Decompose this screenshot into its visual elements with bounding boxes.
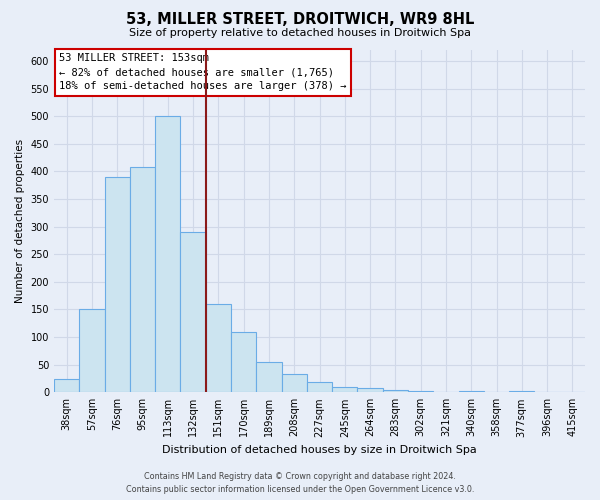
Y-axis label: Number of detached properties: Number of detached properties: [15, 139, 25, 303]
Bar: [358, 388, 383, 392]
Bar: [231, 332, 256, 392]
Bar: [408, 390, 433, 392]
Text: Contains HM Land Registry data © Crown copyright and database right 2024.
Contai: Contains HM Land Registry data © Crown c…: [126, 472, 474, 494]
Text: 53 MILLER STREET: 153sqm
← 82% of detached houses are smaller (1,765)
18% of sem: 53 MILLER STREET: 153sqm ← 82% of detach…: [59, 54, 347, 92]
Bar: [458, 391, 484, 392]
Bar: [104, 177, 130, 392]
Bar: [509, 390, 535, 392]
Bar: [155, 116, 181, 392]
Bar: [332, 387, 358, 392]
Bar: [130, 167, 155, 392]
Bar: [206, 304, 231, 392]
Text: 53, MILLER STREET, DROITWICH, WR9 8HL: 53, MILLER STREET, DROITWICH, WR9 8HL: [126, 12, 474, 28]
Bar: [79, 310, 104, 392]
Bar: [54, 378, 79, 392]
Text: Size of property relative to detached houses in Droitwich Spa: Size of property relative to detached ho…: [129, 28, 471, 38]
Bar: [256, 362, 281, 392]
Bar: [181, 232, 206, 392]
Bar: [307, 382, 332, 392]
X-axis label: Distribution of detached houses by size in Droitwich Spa: Distribution of detached houses by size …: [162, 445, 477, 455]
Bar: [383, 390, 408, 392]
Bar: [281, 374, 307, 392]
